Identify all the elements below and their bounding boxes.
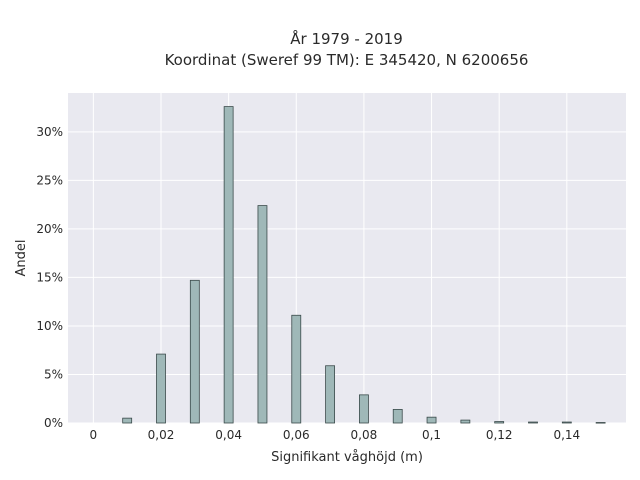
bar	[189, 279, 200, 424]
bar	[392, 409, 403, 424]
bar	[359, 394, 369, 424]
bar	[561, 421, 572, 424]
bar	[325, 365, 335, 424]
x-tick-label: 0,14	[553, 428, 580, 442]
x-tick-label: 0,1	[422, 428, 441, 442]
bar	[595, 422, 606, 424]
bar	[223, 106, 234, 424]
bar	[528, 421, 538, 424]
y-tick-label: 20%	[36, 222, 63, 236]
chart-title: År 1979 - 2019	[290, 30, 403, 48]
chart-subtitle: Koordinat (Sweref 99 TM): E 345420, N 62…	[164, 51, 529, 69]
x-tick-label: 0,02	[148, 428, 175, 442]
x-tick-label: 0,08	[351, 428, 378, 442]
y-tick-label: 30%	[36, 125, 63, 139]
bar	[494, 421, 505, 424]
bar	[122, 417, 133, 424]
x-tick-label: 0,04	[215, 428, 242, 442]
y-tick-label: 15%	[36, 270, 63, 284]
x-axis-title: Signifikant våghöjd (m)	[271, 450, 423, 465]
bar	[460, 419, 471, 424]
x-tick-label: 0	[90, 428, 98, 442]
y-tick-label: 5%	[44, 367, 63, 381]
x-tick-label: 0,06	[283, 428, 310, 442]
bar	[291, 314, 302, 424]
plot-area	[68, 93, 626, 423]
y-axis-title: Andel	[14, 240, 29, 277]
bar	[257, 205, 268, 424]
bar	[426, 416, 437, 424]
y-tick-label: 0%	[44, 416, 63, 430]
bar	[156, 353, 166, 424]
y-tick-label: 25%	[36, 173, 63, 187]
x-tick-label: 0,12	[486, 428, 513, 442]
y-tick-label: 10%	[36, 319, 63, 333]
